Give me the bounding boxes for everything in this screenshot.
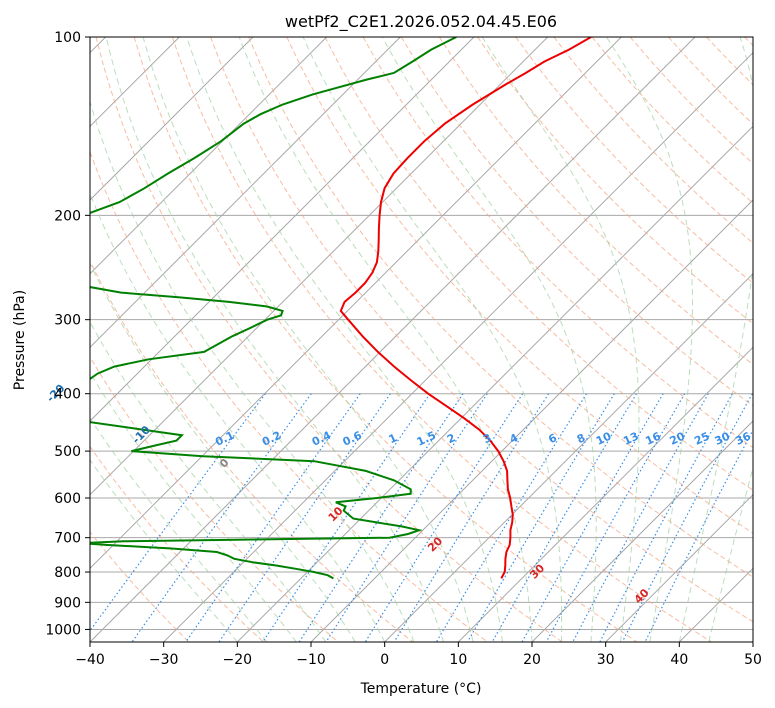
dry-adiabat-line xyxy=(210,37,753,623)
chart-title: wetPf2_C2E1.2026.052.04.45.E06 xyxy=(285,12,557,32)
moist-adiabat-line xyxy=(90,192,386,642)
moist-adiabat-line xyxy=(708,465,753,642)
mixing-ratio-line xyxy=(621,393,753,642)
x-tick-label: 0 xyxy=(380,652,389,668)
x-tick-label: 50 xyxy=(744,652,762,668)
moist-adiabat-line xyxy=(302,37,563,642)
isotherm-line xyxy=(457,346,753,642)
mixing-ratio-label: 25 xyxy=(692,430,711,448)
mixing-ratio-line xyxy=(435,393,588,642)
y-tick-label: 200 xyxy=(54,208,81,224)
dry-adiabat-line xyxy=(171,37,712,642)
x-tick-label: −20 xyxy=(223,652,253,668)
x-tick-label: −10 xyxy=(296,652,326,668)
moist-adiabat-line xyxy=(105,37,445,642)
moist-adiabat-line xyxy=(90,99,415,642)
mixing-ratio-line xyxy=(545,393,686,642)
mixing-ratio-label: 20 xyxy=(668,429,688,447)
y-tick-label: 600 xyxy=(54,491,81,507)
mixing-ratio-label: 36 xyxy=(733,429,753,447)
mixing-ratio-line xyxy=(90,393,266,632)
plot-frame xyxy=(89,36,754,643)
dry-adiabat-line xyxy=(400,37,753,407)
dry-adiabat-line xyxy=(515,37,753,284)
mixing-ratio-line xyxy=(364,393,524,642)
isotherm-line xyxy=(605,493,753,642)
y-tick-label: 300 xyxy=(54,313,81,329)
moist-adiabat-line xyxy=(381,37,597,642)
mixing-ratio-label: 16 xyxy=(643,429,663,447)
isotherm-line xyxy=(90,37,401,349)
dewpoint-profile-line xyxy=(90,37,457,580)
dry-adiabat-line xyxy=(362,37,753,449)
x-tick-label: 10 xyxy=(449,652,467,668)
x-tick-label: 40 xyxy=(670,652,688,668)
y-tick-label: 700 xyxy=(54,531,81,547)
mixing-ratio-line xyxy=(521,393,664,642)
isotherm-line xyxy=(163,51,753,642)
moist-adiabat-line xyxy=(90,371,297,642)
x-tick-label: 30 xyxy=(597,652,615,668)
moist-adiabat-line xyxy=(90,321,327,642)
dry-adiabat-line xyxy=(90,259,414,642)
y-tick-label: 900 xyxy=(54,595,81,611)
moist-adiabat-line xyxy=(678,37,753,642)
y-axis-label: Pressure (hPa) xyxy=(12,290,28,390)
mixing-ratio-line xyxy=(131,393,312,642)
moist-adiabat-line xyxy=(90,417,268,642)
dry-adiabat-line xyxy=(248,37,753,578)
x-tick-label: −40 xyxy=(75,652,105,668)
moist-adiabat-line xyxy=(238,37,533,642)
moist-adiabat-line xyxy=(186,37,503,642)
moist-adiabat-line xyxy=(142,37,474,642)
y-tick-label: 500 xyxy=(54,444,81,460)
moist-adiabat-line xyxy=(481,37,640,642)
dry-adiabat-line xyxy=(324,37,753,491)
mixing-ratio-line xyxy=(185,393,361,642)
mixing-ratio-label: 30 xyxy=(713,429,733,447)
x-tick-label: −30 xyxy=(149,652,179,668)
isotherm-line xyxy=(90,37,254,201)
y-tick-label: 400 xyxy=(54,387,81,403)
x-tick-label: 20 xyxy=(523,652,541,668)
isotherm-line xyxy=(384,272,753,642)
mixing-ratio-line xyxy=(466,393,615,642)
dry-adiabat-line xyxy=(286,37,753,534)
mixing-ratio-line xyxy=(644,428,753,642)
y-tick-label: 800 xyxy=(54,565,81,581)
dry-adiabat-line xyxy=(477,37,753,325)
mixing-ratio-line xyxy=(393,393,550,642)
mixing-ratio-label: 13 xyxy=(621,430,640,448)
isotherm-line xyxy=(531,420,753,642)
isotherm-line xyxy=(90,37,475,422)
moist-adiabat-line xyxy=(90,262,356,642)
dry-adiabat-line xyxy=(90,150,488,642)
dry-adiabat-line xyxy=(133,37,638,642)
x-axis-label: Temperature (°C) xyxy=(360,681,482,697)
y-tick-label: 1000 xyxy=(45,622,81,638)
dry-adiabat-line xyxy=(90,445,264,642)
mixing-ratio-line xyxy=(262,393,431,642)
mixing-ratio-label: 10 xyxy=(594,429,614,447)
moist-adiabat-line xyxy=(90,459,238,642)
dry-adiabat-line xyxy=(95,37,563,642)
temperature-profile-line xyxy=(339,37,592,579)
y-tick-label: 100 xyxy=(54,30,81,46)
dry-adiabat-line xyxy=(90,531,190,642)
dry-adiabat-line xyxy=(438,37,753,366)
isotherm-line xyxy=(236,125,753,642)
mixing-ratio-line xyxy=(298,393,464,642)
isotherm-line xyxy=(90,37,549,496)
moist-adiabat-line xyxy=(606,37,693,642)
